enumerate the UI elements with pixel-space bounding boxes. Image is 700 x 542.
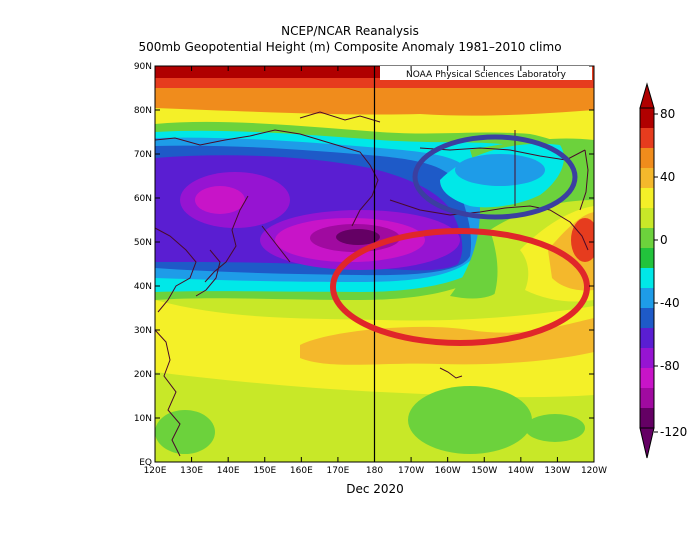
colorbar-tick-label: -40 <box>660 296 680 310</box>
lon-tick-label: 160W <box>435 466 461 476</box>
colorbar-tick-label: 0 <box>660 233 668 247</box>
colorbar-swatch <box>640 348 654 368</box>
field-green-patch-east <box>525 414 585 442</box>
field-low-core <box>336 229 380 245</box>
longitude-axis: 120E 130E 140E 150E 160E 170E 180 170W 160W 150W 1… <box>144 66 607 476</box>
colorbar: 80 40 0 -40 -80 -120 <box>639 82 687 459</box>
lon-tick-label: 160E <box>290 466 313 476</box>
colorbar-tick-label: -80 <box>660 359 680 373</box>
field-top-darkred <box>155 66 385 78</box>
colorbar-swatch <box>640 328 654 348</box>
field-low-magenta-west <box>195 186 245 214</box>
colorbar-swatch <box>640 188 654 208</box>
lon-tick-label: 180 <box>366 466 383 476</box>
lat-tick-label: 20N <box>134 370 152 380</box>
field-green-patch <box>408 386 532 454</box>
lat-tick-label: 30N <box>134 326 152 336</box>
colorbar-swatch <box>640 388 654 408</box>
credit-label: NOAA Physical Sciences Laboratory <box>406 70 567 80</box>
arctic-islands <box>299 111 381 123</box>
korea-china-coast <box>155 227 197 313</box>
credit-box <box>380 66 592 80</box>
blue-annotation-ellipse <box>412 134 578 220</box>
lat-tick-label: 50N <box>134 238 152 248</box>
colorbar-swatch <box>640 168 654 188</box>
colorbar-top-arrow <box>639 82 655 109</box>
red-annotation-ellipse <box>330 228 590 346</box>
lon-tick-label: 140W <box>508 466 534 476</box>
chart-subtitle: 500mb Geopotential Height (m) Composite … <box>138 40 562 54</box>
colorbar-swatch <box>640 268 654 288</box>
lon-tick-label: 150E <box>253 466 276 476</box>
lat-tick-label: 60N <box>134 194 152 204</box>
field-ne-red <box>571 218 594 262</box>
colorbar-swatch <box>640 148 654 168</box>
colorbar-bottom-arrow <box>639 427 655 459</box>
canada-coast <box>579 149 589 211</box>
lon-tick-label: 120W <box>581 466 607 476</box>
colorbar-swatch <box>640 248 654 268</box>
colorbar-tick-label: 80 <box>660 107 675 121</box>
lat-tick-label: 90N <box>134 62 152 72</box>
colorbar-swatch <box>640 108 654 128</box>
date-label: Dec 2020 <box>346 482 404 496</box>
lon-tick-label: 170W <box>398 466 424 476</box>
field-alaska-blue <box>455 154 545 186</box>
colorbar-swatch <box>640 228 654 248</box>
colorbar-swatch <box>640 288 654 308</box>
colorbar-swatch <box>640 408 654 428</box>
lon-tick-label: 120E <box>144 466 167 476</box>
colorbar-tick-label: 40 <box>660 170 675 184</box>
field-green-patch-west <box>155 410 215 454</box>
lon-tick-label: 170E <box>326 466 349 476</box>
colorbar-frame <box>639 107 655 429</box>
aleutian-alaska-coast <box>389 199 589 251</box>
philippines-coast <box>155 329 181 457</box>
colorbar-swatch <box>640 308 654 328</box>
kuril-islands <box>261 225 291 263</box>
lon-tick-label: 130E <box>180 466 203 476</box>
anomaly-field <box>155 66 594 462</box>
lon-tick-label: 130W <box>544 466 570 476</box>
colorbar-tick-label: -120 <box>660 425 687 439</box>
lon-tick-label: 150W <box>471 466 497 476</box>
colorbar-swatch <box>640 128 654 148</box>
okhotsk-coast <box>204 195 249 283</box>
lat-tick-label: 80N <box>134 106 152 116</box>
japan-coast <box>195 249 221 297</box>
lat-tick-label: 40N <box>134 282 152 292</box>
latitude-axis: EQ 10N 20N 30N 40N 50N 60N 70N 80N 90N <box>134 62 594 468</box>
chart-title: NCEP/NCAR Reanalysis <box>281 24 419 38</box>
lat-tick-label: 10N <box>134 414 152 424</box>
colorbar-swatch <box>640 368 654 388</box>
hawaii-islands <box>439 367 463 379</box>
lat-tick-label: EQ <box>139 458 152 468</box>
lon-tick-label: 140E <box>217 466 240 476</box>
colorbar-swatch <box>640 208 654 228</box>
lat-tick-label: 70N <box>134 150 152 160</box>
